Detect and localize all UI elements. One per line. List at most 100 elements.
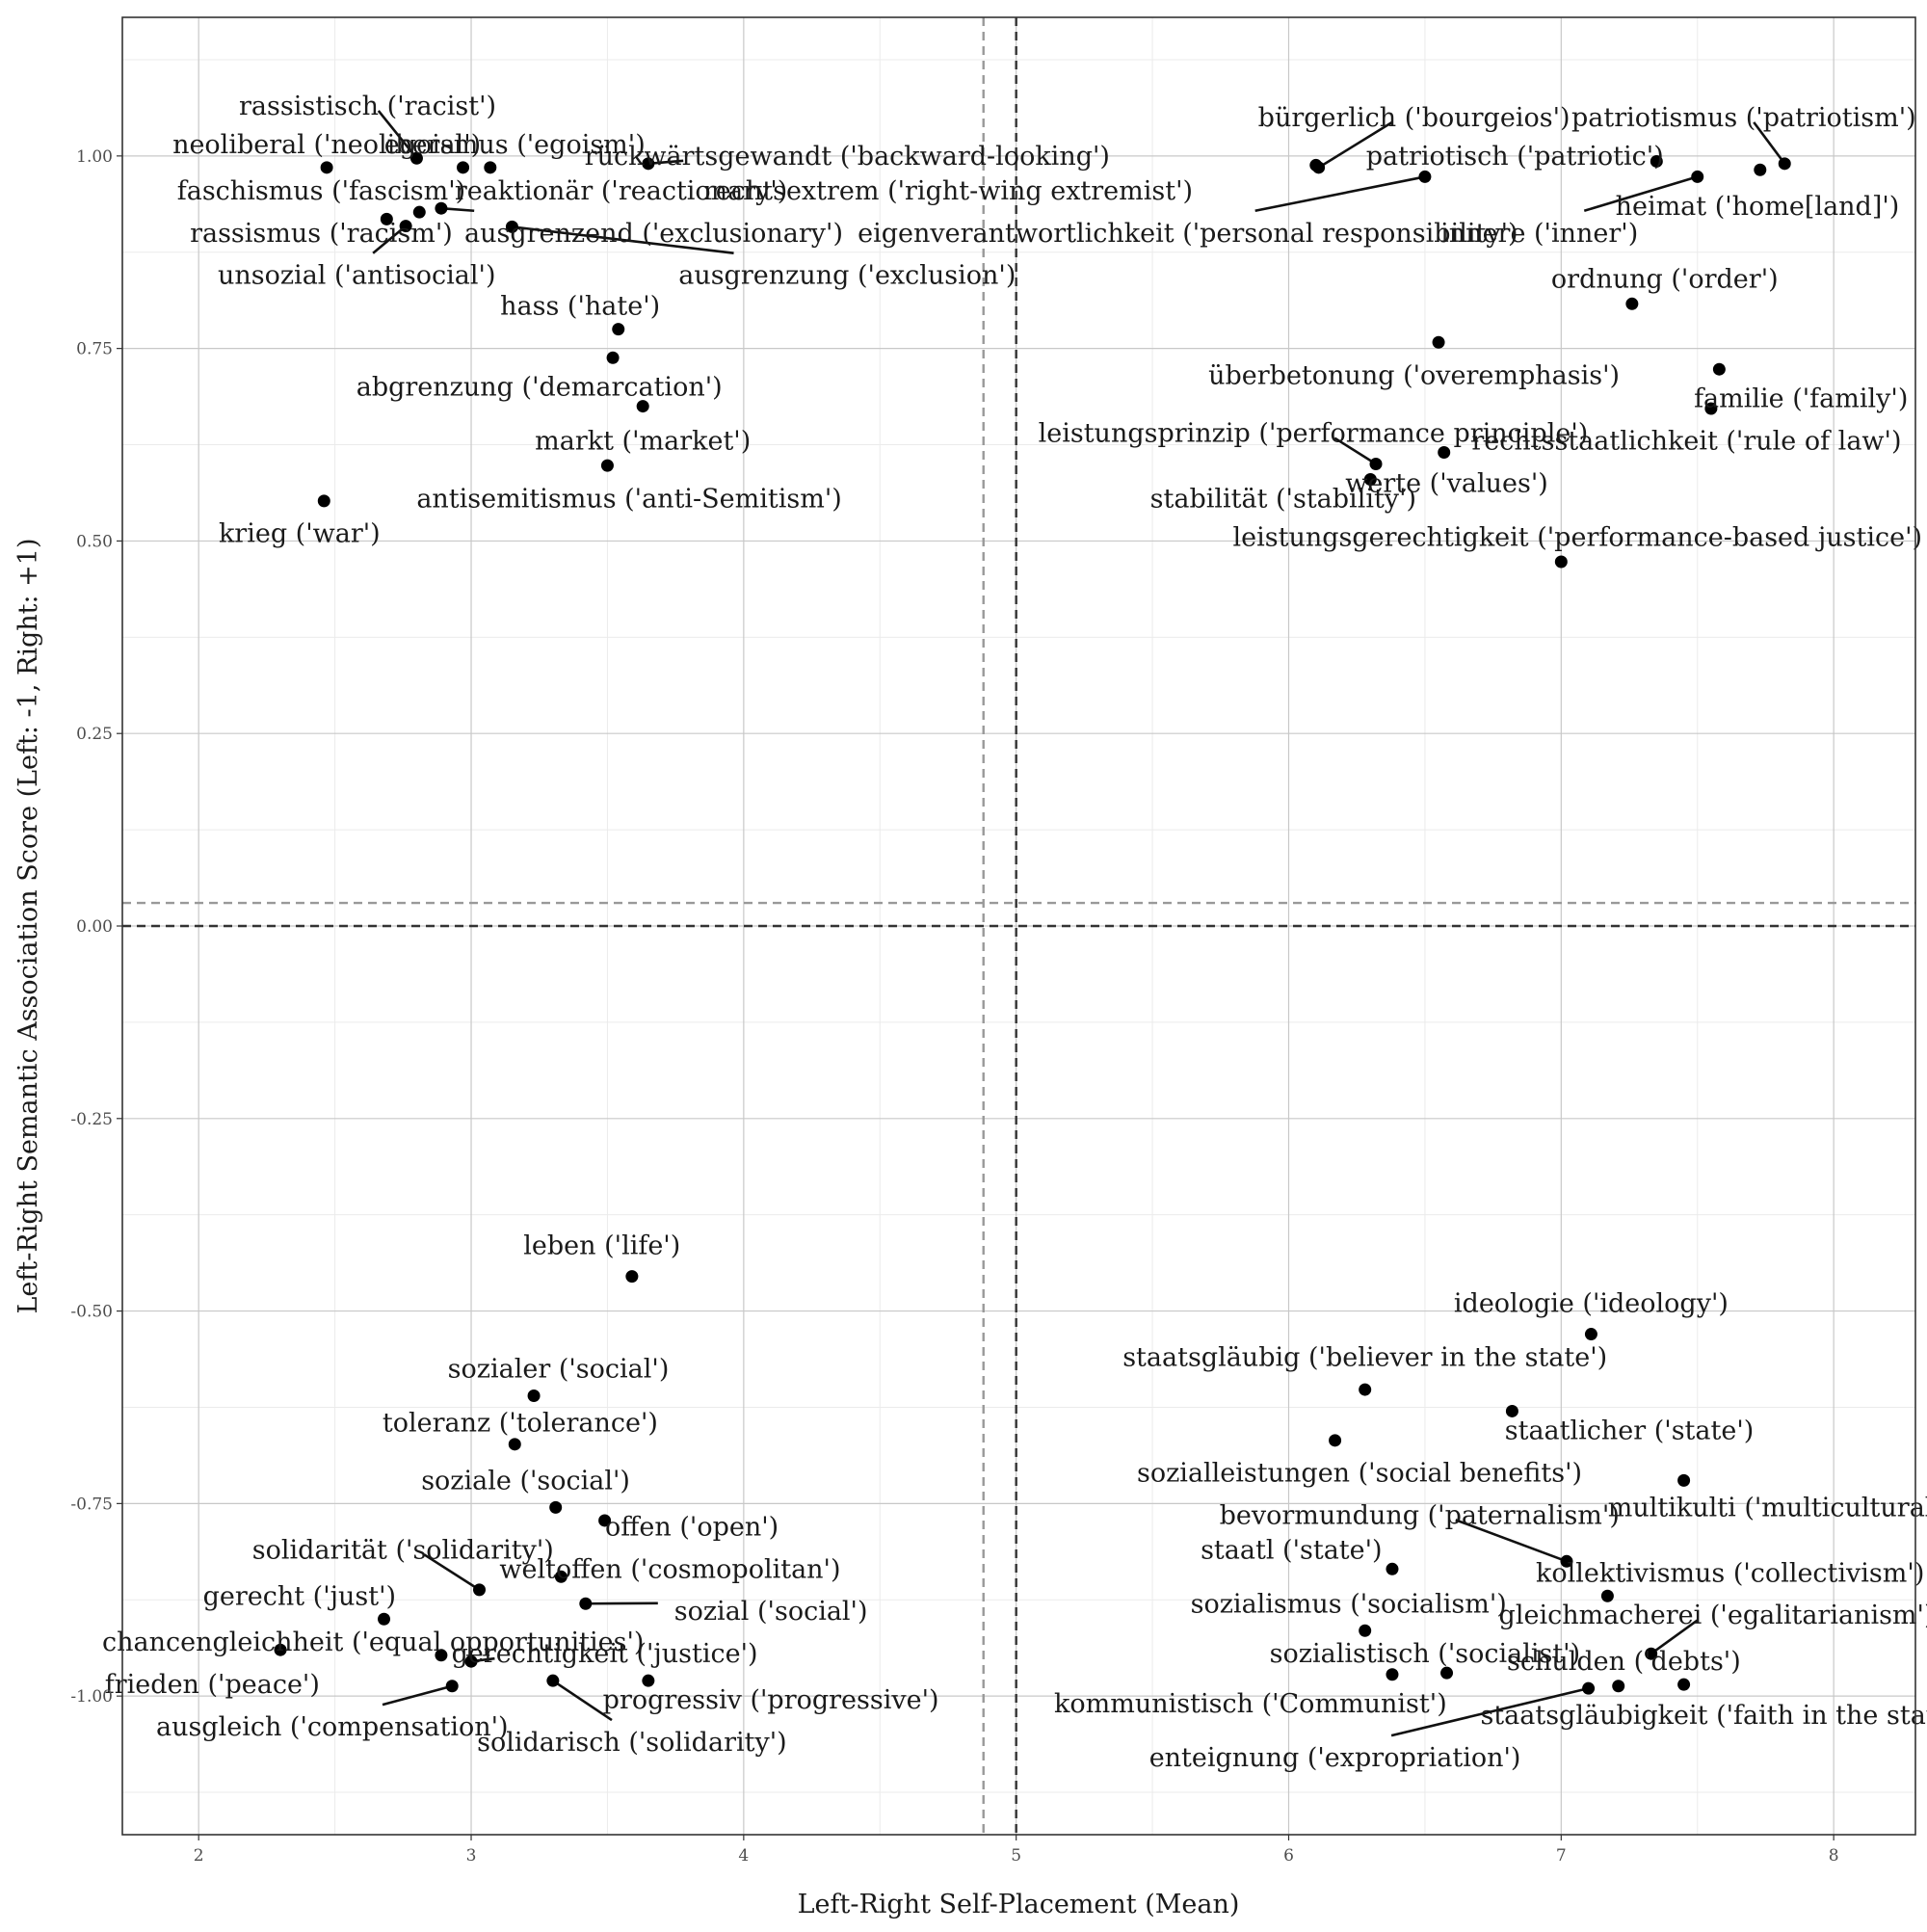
data-point-label: schulden ('debts') bbox=[1507, 1647, 1741, 1677]
x-tick-label: 8 bbox=[1829, 1846, 1839, 1866]
data-point-label: leistungsgerechtigkeit ('performance-bas… bbox=[1233, 522, 1923, 552]
data-point-label: offen ('open') bbox=[605, 1512, 779, 1542]
data-point-label: kollektivismus ('collectivism') bbox=[1536, 1558, 1924, 1588]
data-point-label: heimat ('home[land]') bbox=[1616, 192, 1900, 222]
data-point bbox=[546, 1675, 559, 1687]
data-point-label: ausgrenzung ('exclusion') bbox=[678, 261, 1016, 291]
y-tick-label: -0.50 bbox=[70, 1303, 113, 1322]
data-point-label: staatlicher ('state') bbox=[1505, 1416, 1755, 1445]
data-point bbox=[1555, 556, 1568, 569]
x-tick-label: 3 bbox=[466, 1846, 477, 1866]
y-axis-title: Left-Right Semantic Association Score (L… bbox=[13, 538, 43, 1313]
data-point bbox=[457, 161, 469, 173]
data-point bbox=[1329, 1434, 1341, 1446]
y-tick-label: 1.00 bbox=[76, 147, 113, 167]
data-point bbox=[1309, 159, 1322, 172]
data-point bbox=[579, 1598, 592, 1610]
data-point-label: familie ('family') bbox=[1694, 384, 1908, 414]
y-tick-label: -1.00 bbox=[70, 1687, 113, 1707]
data-point bbox=[1677, 1679, 1690, 1691]
data-point-label: toleranz ('tolerance') bbox=[383, 1408, 658, 1438]
data-point bbox=[1386, 1668, 1398, 1681]
data-point bbox=[1612, 1680, 1624, 1692]
x-tick-label: 4 bbox=[738, 1846, 749, 1866]
data-point-label: progressiv ('progressive') bbox=[603, 1685, 939, 1715]
data-point bbox=[1359, 1384, 1371, 1396]
data-point bbox=[1677, 1474, 1690, 1487]
data-point-label: kommunistisch ('Communist') bbox=[1054, 1689, 1447, 1719]
data-point bbox=[446, 1680, 459, 1692]
y-axis-ticks: -1.00-0.75-0.50-0.250.000.250.500.751.00 bbox=[70, 147, 122, 1707]
data-point bbox=[509, 1438, 521, 1450]
data-point bbox=[473, 1583, 486, 1596]
data-point bbox=[1625, 298, 1638, 310]
y-tick-label: -0.25 bbox=[70, 1110, 113, 1129]
data-point bbox=[1359, 1625, 1371, 1637]
data-point bbox=[378, 1613, 390, 1626]
x-tick-label: 7 bbox=[1556, 1846, 1567, 1866]
data-point-label: stabilität ('stability') bbox=[1150, 484, 1416, 514]
data-point-label: multikulti ('multicultural') bbox=[1608, 1493, 1927, 1522]
y-tick-label: -0.75 bbox=[70, 1495, 113, 1514]
data-point-label: markt ('market') bbox=[535, 427, 751, 457]
data-point-label: eigenverantwortlichkeit ('personal respo… bbox=[858, 219, 1518, 249]
data-point-label: patriotismus ('patriotism') bbox=[1571, 103, 1916, 133]
data-point bbox=[1585, 1328, 1597, 1340]
data-point bbox=[321, 161, 333, 173]
data-point bbox=[528, 1389, 541, 1402]
data-point-label: staatsgläubig ('believer in the state') bbox=[1122, 1343, 1607, 1373]
data-point-label: enteignung ('expropriation') bbox=[1149, 1743, 1521, 1773]
y-tick-label: 0.50 bbox=[76, 532, 113, 551]
x-axis-title: Left-Right Self-Placement (Mean) bbox=[798, 1890, 1240, 1919]
data-point-label: ausgleich ('compensation') bbox=[156, 1712, 509, 1742]
data-point bbox=[1433, 336, 1445, 349]
data-point-label: ideologie ('ideology') bbox=[1454, 1289, 1729, 1319]
data-point bbox=[1754, 164, 1766, 176]
data-point-label: antisemitismus ('anti-Semitism') bbox=[416, 484, 841, 514]
data-point bbox=[484, 161, 496, 173]
data-point-label: bürgerlich ('bourgeios') bbox=[1258, 103, 1571, 133]
data-point bbox=[1779, 157, 1791, 170]
data-point-label: sozialleistungen ('social benefits') bbox=[1137, 1458, 1582, 1488]
data-point bbox=[318, 494, 330, 507]
data-point-label: unsozial ('antisocial') bbox=[218, 261, 496, 291]
data-point-label: rassistisch ('racist') bbox=[239, 92, 496, 121]
data-point bbox=[549, 1501, 562, 1514]
data-point bbox=[1713, 363, 1726, 376]
y-tick-label: 0.25 bbox=[76, 725, 113, 744]
data-point-label: gleichmacherei ('egalitarianism') bbox=[1499, 1601, 1927, 1630]
data-point bbox=[1691, 171, 1703, 183]
data-point-label: staatsgläubigkeit ('faith in the state') bbox=[1480, 1701, 1927, 1731]
data-point-label: hass ('hate') bbox=[500, 292, 660, 322]
data-point bbox=[1386, 1563, 1398, 1575]
data-point-label: frieden ('peace') bbox=[105, 1670, 320, 1700]
data-point bbox=[607, 352, 620, 364]
x-tick-label: 2 bbox=[194, 1846, 204, 1866]
data-point-label: krieg ('war') bbox=[219, 518, 381, 548]
data-point-label: rückwärtsgewandt ('backward-looking') bbox=[585, 142, 1110, 172]
data-point-label: abgrenzung ('demarcation') bbox=[356, 373, 723, 403]
data-point bbox=[1418, 171, 1431, 183]
data-point-label: gerechtigkeit ('justice') bbox=[452, 1639, 758, 1669]
data-point-label: leistungsprinzip ('performance principle… bbox=[1039, 419, 1589, 449]
data-point-label: ordnung ('order') bbox=[1551, 265, 1779, 295]
data-point-label: rechtsextrem ('right-wing extremist') bbox=[703, 176, 1193, 206]
data-point-label: weltoffen ('cosmopolitan') bbox=[499, 1554, 840, 1584]
data-point bbox=[1582, 1682, 1595, 1695]
data-point-label: ausgrenzend ('exclusionary') bbox=[464, 219, 843, 249]
data-point-label: solidarisch ('solidarity') bbox=[477, 1728, 787, 1758]
data-point bbox=[625, 1270, 638, 1283]
data-point bbox=[413, 206, 426, 219]
data-point-label: rassismus ('racism') bbox=[190, 219, 453, 249]
data-point-label: sozial ('social') bbox=[674, 1597, 868, 1627]
data-point-label: sozialer ('social') bbox=[448, 1355, 670, 1385]
data-point-label: soziale ('social') bbox=[421, 1466, 630, 1495]
data-point-label: gerecht ('just') bbox=[203, 1581, 396, 1611]
data-point-label: innere ('inner') bbox=[1440, 219, 1638, 249]
y-tick-label: 0.75 bbox=[76, 340, 113, 359]
data-point-label: sozialismus ('socialism') bbox=[1191, 1589, 1507, 1619]
data-point-label: staatl ('state') bbox=[1201, 1535, 1383, 1565]
